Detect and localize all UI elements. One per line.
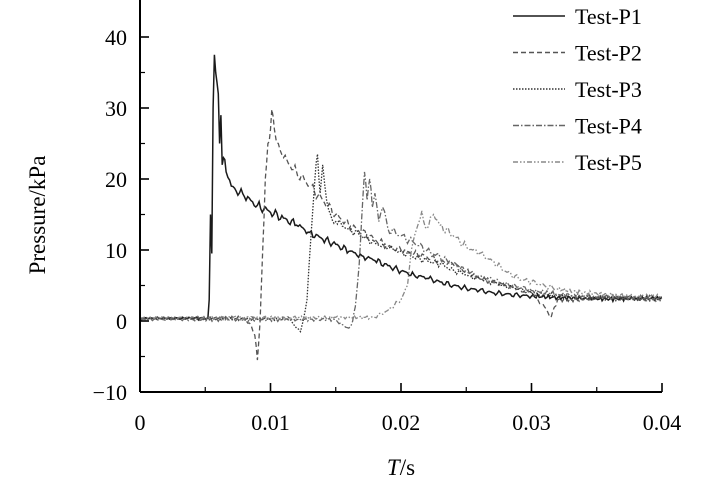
x-tick-label: 0 <box>135 410 146 435</box>
legend-label-test-p3: Test-P3 <box>575 77 642 102</box>
y-tick-label: 30 <box>105 96 127 121</box>
x-axis-title-symbol: T <box>387 455 402 480</box>
x-axis-title-unit: /s <box>400 455 415 480</box>
y-tick-label: 20 <box>105 167 127 192</box>
series-line-test-p3 <box>139 154 663 334</box>
legend-label-test-p2: Test-P2 <box>575 41 642 66</box>
legend-label-test-p5: Test-P5 <box>575 150 642 175</box>
series-line-test-p2 <box>140 109 663 361</box>
x-ticks: 0 0.01 0.02 0.03 0.04 <box>135 383 682 435</box>
y-tick-label: −10 <box>93 380 127 405</box>
legend-label-test-p4: Test-P4 <box>575 114 642 139</box>
x-axis-title: T/s <box>387 455 415 480</box>
x-tick-label: 0.03 <box>512 410 551 435</box>
y-tick-label: 0 <box>116 309 127 334</box>
y-axis-title: Pressure/kPa <box>25 156 50 275</box>
series-layer <box>139 54 663 361</box>
x-tick-label: 0.01 <box>251 410 290 435</box>
y-tick-label: 10 <box>105 238 127 263</box>
legend-label-test-p1: Test-P1 <box>575 4 642 29</box>
x-tick-label: 0.02 <box>382 410 421 435</box>
series-line-test-p5 <box>139 210 663 321</box>
x-tick-label: 0.04 <box>643 410 682 435</box>
y-tick-label: 40 <box>105 25 127 50</box>
legend: Test-P1 Test-P2 Test-P3 Test-P4 Test-P5 <box>513 4 642 175</box>
y-ticks: −10 0 10 20 30 40 <box>93 25 149 405</box>
